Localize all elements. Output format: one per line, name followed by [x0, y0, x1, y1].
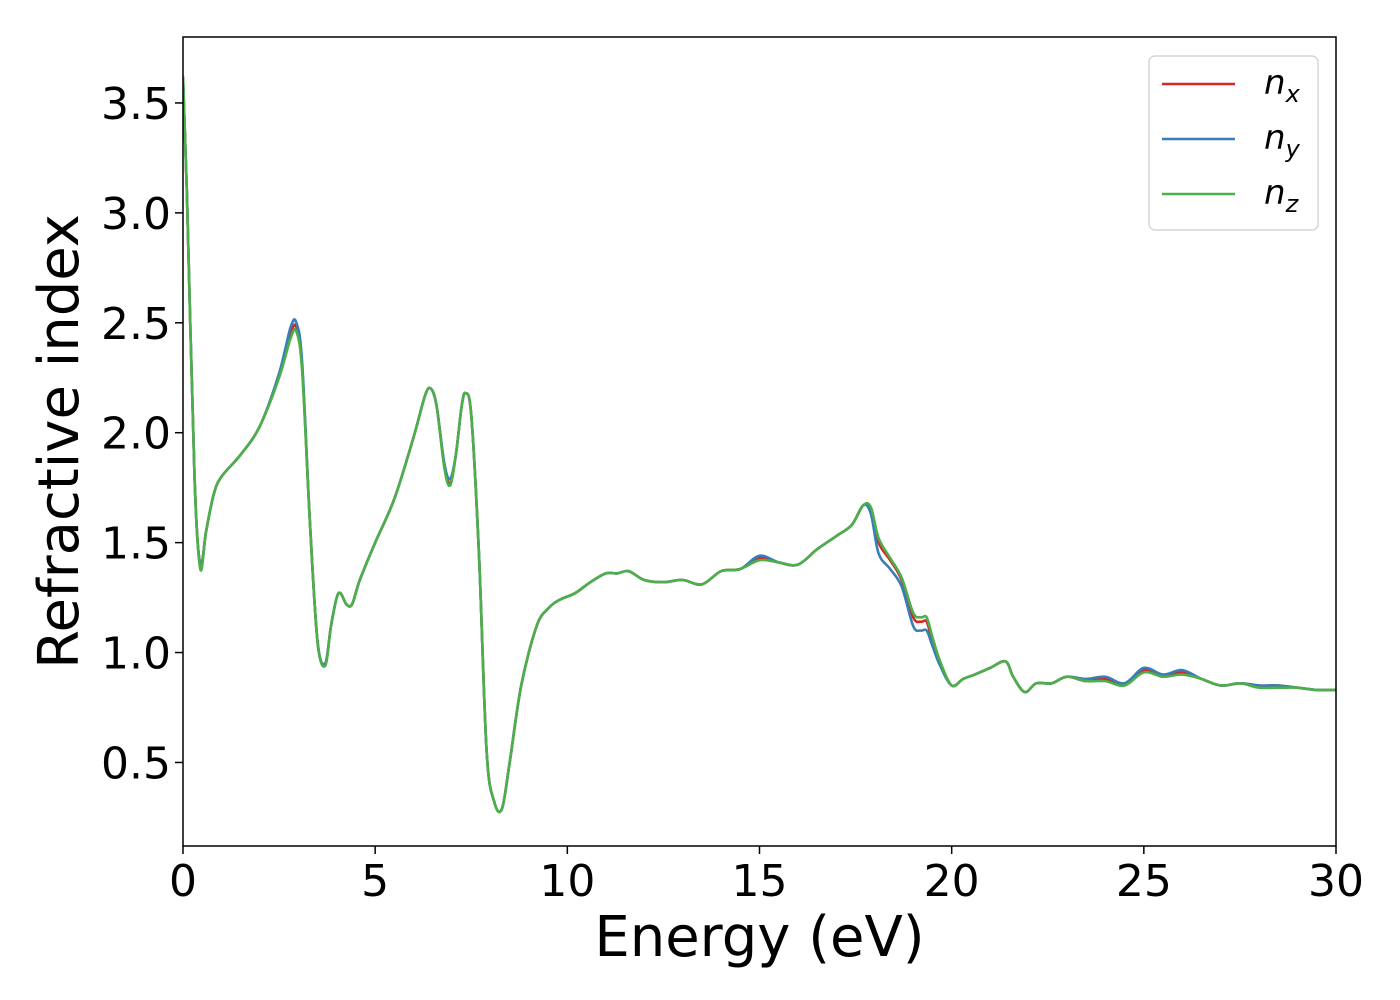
- series-line-n-z: [183, 76, 1336, 814]
- x-axis-ticks: 0 5 10 15 20 25 30: [169, 846, 1364, 907]
- x-axis-title: Energy (eV): [594, 905, 924, 970]
- x-tick-label: 0: [169, 856, 197, 907]
- legend-label: ny: [1264, 118, 1301, 163]
- y-axis-title: Refractive index: [27, 214, 92, 669]
- y-tick-label: 3.0: [101, 189, 171, 240]
- y-tick-label: 3.5: [101, 79, 171, 130]
- legend-label: nx: [1264, 63, 1301, 108]
- legend-label: nz: [1264, 173, 1300, 218]
- y-tick-label: 2.0: [101, 409, 171, 460]
- y-tick-label: 2.5: [101, 299, 171, 350]
- x-tick-label: 20: [924, 856, 980, 907]
- y-tick-label: 1.0: [101, 629, 171, 680]
- x-tick-label: 30: [1308, 856, 1364, 907]
- legend: nx ny nz: [1148, 55, 1319, 231]
- x-tick-label: 5: [361, 856, 389, 907]
- x-tick-label: 15: [732, 856, 788, 907]
- plot-lines: [183, 76, 1336, 814]
- x-tick-label: 10: [539, 856, 595, 907]
- y-tick-label: 1.5: [101, 519, 171, 570]
- y-axis-ticks: 0.5 1.0 1.5 2.0 2.5 3.0 3.5: [101, 79, 183, 789]
- legend-box: [1148, 55, 1319, 231]
- x-tick-label: 25: [1116, 856, 1172, 907]
- y-tick-label: 0.5: [101, 738, 171, 789]
